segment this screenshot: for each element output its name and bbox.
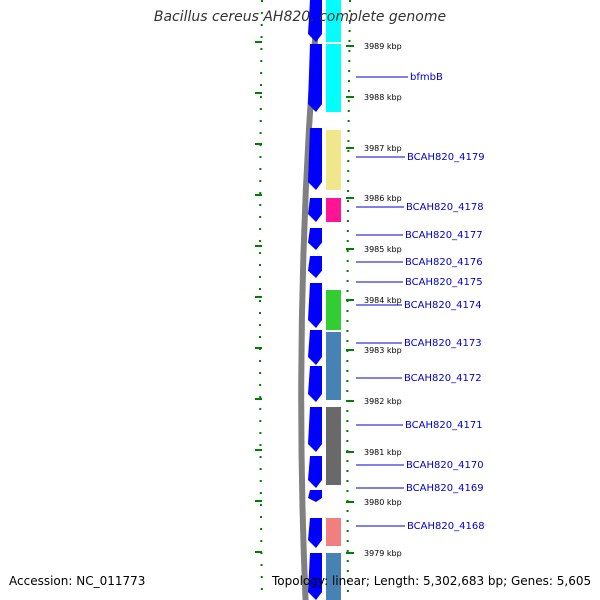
gene-label[interactable]: BCAH820_4175 xyxy=(405,277,483,288)
gene-label[interactable]: BCAH820_4171 xyxy=(405,420,483,431)
cds-arrow xyxy=(308,456,322,488)
kbp-tick-label: 3983 kbp xyxy=(364,346,402,355)
gene-label[interactable]: BCAH820_4170 xyxy=(406,460,484,471)
cds-arrow xyxy=(308,407,322,452)
genome-summary-text: Topology: linear; Length: 5,302,683 bp; … xyxy=(272,574,592,588)
kbp-tick-label: 3987 kbp xyxy=(364,144,402,153)
gene-label[interactable]: BCAH820_4178 xyxy=(406,202,484,213)
feature-block xyxy=(326,130,341,190)
gene-label[interactable]: bfmbB xyxy=(410,72,443,83)
gene-label[interactable]: BCAH820_4173 xyxy=(404,338,482,349)
feature-block xyxy=(326,290,341,330)
kbp-tick-track: 3989 kbp 3988 kbp 3987 kbp 3986 kbp 3985 kbp… xyxy=(346,42,402,558)
feature-block xyxy=(326,407,341,485)
kbp-tick-label: 3988 kbp xyxy=(364,93,402,102)
cds-arrow xyxy=(308,44,322,112)
gene-label[interactable]: BCAH820_4176 xyxy=(405,257,483,268)
cds-arrow xyxy=(308,490,322,502)
cds-arrow xyxy=(308,283,322,328)
kbp-tick-label: 3979 kbp xyxy=(364,549,402,558)
gene-label[interactable]: BCAH820_4177 xyxy=(405,230,483,241)
kbp-tick-label: 3989 kbp xyxy=(364,42,402,51)
cds-arrow xyxy=(308,553,322,600)
cds-arrow xyxy=(308,198,322,222)
feature-block xyxy=(326,553,341,600)
kbp-tick-label: 3986 kbp xyxy=(364,194,402,203)
gene-label[interactable]: BCAH820_4174 xyxy=(404,300,482,311)
kbp-tick-label: 3981 kbp xyxy=(364,448,402,457)
gene-label[interactable]: BCAH820_4172 xyxy=(404,373,482,384)
gene-label[interactable]: BCAH820_4168 xyxy=(407,521,485,532)
map-title: Bacillus cereus AH820, complete genome xyxy=(153,9,447,25)
cds-arrow xyxy=(308,256,322,278)
cds-arrow xyxy=(308,330,322,365)
cds-arrow xyxy=(308,518,322,548)
feature-color-track xyxy=(326,0,341,600)
kbp-tick-label: 3980 kbp xyxy=(364,498,402,507)
feature-block xyxy=(326,332,341,400)
feature-block xyxy=(326,198,341,222)
feature-block xyxy=(326,44,341,112)
gene-label[interactable]: BCAH820_4179 xyxy=(407,152,485,163)
kbp-tick-label: 3984 kbp xyxy=(364,296,402,305)
feature-block xyxy=(326,0,341,42)
cds-arrow xyxy=(308,128,322,190)
outer-scale-ticks xyxy=(255,41,262,553)
cds-arrow xyxy=(308,228,322,250)
cds-track xyxy=(308,0,322,600)
kbp-tick-label: 3982 kbp xyxy=(364,397,402,406)
kbp-tick-label: 3985 kbp xyxy=(364,245,402,254)
gene-label-track: bfmbB BCAH820_4179 BCAH820_4178 BCAH820_417… xyxy=(356,72,485,532)
gene-label[interactable]: BCAH820_4169 xyxy=(406,483,484,494)
outer-scale-ring xyxy=(259,0,263,600)
cds-arrow xyxy=(308,366,322,402)
accession-text: Accession: NC_011773 xyxy=(9,574,146,588)
feature-block xyxy=(326,518,341,546)
cds-arrow xyxy=(308,0,322,42)
